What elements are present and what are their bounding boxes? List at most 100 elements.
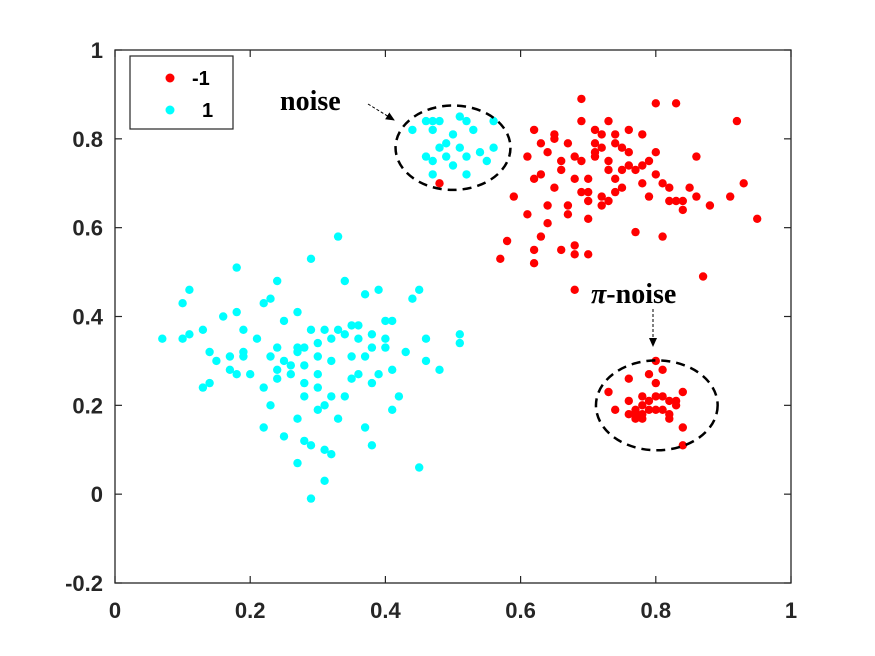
- point-minus-one-31: [577, 116, 586, 126]
- point-one-33: [279, 356, 289, 366]
- point-minus-one-3: [509, 192, 518, 201]
- point-minus-one-2: [502, 236, 512, 246]
- point-one-63: [333, 414, 343, 423]
- point-one-45: [300, 361, 309, 370]
- point-minus-one-114: [678, 441, 687, 450]
- axis-ticks: 0 0.2 0.4 0.6 0.8 1-0.200.20.40.60.81: [65, 38, 797, 623]
- point-minus-one-112: [671, 401, 681, 410]
- point-one-103: [428, 125, 437, 135]
- point-one-29: [273, 374, 282, 383]
- point-one-37: [293, 414, 302, 423]
- point-minus-one-48: [604, 196, 613, 206]
- point-one-77: [367, 343, 377, 352]
- point-one-0: [158, 334, 167, 343]
- point-minus-one-60: [631, 165, 640, 175]
- point-one-59: [327, 450, 336, 459]
- point-minus-one-13: [543, 219, 552, 228]
- pi-noise-label: π-noise: [591, 279, 676, 310]
- x-tick-label-2: 0.4: [370, 598, 401, 623]
- point-minus-one-63: [638, 130, 647, 139]
- point-one-104: [428, 116, 437, 126]
- point-one-49: [306, 441, 316, 450]
- point-one-71: [354, 370, 363, 379]
- point-one-65: [340, 392, 349, 401]
- point-minus-one-101: [644, 370, 654, 379]
- point-minus-one-117: [631, 410, 640, 419]
- point-one-34: [286, 370, 295, 379]
- point-one-68: [347, 321, 356, 330]
- point-minus-one-83: [732, 116, 742, 126]
- y-tick-label-3: 0.4: [72, 305, 103, 330]
- point-minus-one-78: [692, 152, 701, 161]
- point-minus-one-34: [584, 250, 593, 259]
- point-minus-one-67: [651, 99, 660, 108]
- point-one-98: [455, 338, 464, 348]
- point-minus-one-73: [671, 99, 681, 108]
- point-one-7: [205, 378, 214, 388]
- point-one-121: [489, 116, 498, 126]
- legend-marker-minus-one: [165, 73, 175, 83]
- point-minus-one-23: [563, 210, 573, 219]
- point-minus-one-98: [638, 414, 647, 423]
- point-one-70: [347, 352, 356, 361]
- point-minus-one-24: [563, 139, 573, 148]
- point-minus-one-95: [638, 401, 647, 410]
- point-one-55: [320, 445, 329, 454]
- point-one-74: [360, 290, 370, 299]
- point-minus-one-12: [536, 232, 546, 241]
- y-tick-label-0: -0.2: [65, 571, 103, 596]
- point-minus-one-41: [590, 152, 600, 161]
- point-one-90: [401, 347, 410, 357]
- point-one-5: [198, 383, 208, 392]
- point-one-76: [360, 352, 370, 361]
- point-minus-one-20: [557, 156, 566, 166]
- point-minus-one-86: [604, 156, 613, 166]
- point-minus-one-74: [671, 196, 681, 206]
- point-one-6: [198, 325, 208, 334]
- plot-area: [158, 94, 762, 503]
- point-minus-one-30: [577, 94, 586, 104]
- point-one-105: [428, 170, 437, 179]
- point-one-106: [435, 116, 444, 126]
- point-one-82: [374, 285, 383, 294]
- point-one-42: [300, 436, 309, 446]
- noise-circle: [394, 104, 512, 192]
- point-minus-one-5: [523, 152, 532, 161]
- point-minus-one-90: [624, 396, 633, 406]
- noise-arrow: [367, 103, 395, 121]
- point-one-58: [320, 476, 329, 485]
- point-one-53: [313, 383, 322, 392]
- point-minus-one-50: [611, 139, 620, 148]
- point-one-115: [462, 152, 471, 161]
- point-minus-one-61: [638, 179, 647, 188]
- point-minus-one-19: [557, 165, 566, 175]
- point-minus-one-54: [617, 183, 627, 192]
- point-one-83: [381, 316, 390, 326]
- point-one-60: [327, 334, 336, 343]
- point-one-113: [455, 143, 464, 152]
- point-one-20: [252, 334, 262, 343]
- point-one-31: [279, 432, 289, 441]
- point-one-43: [300, 392, 309, 401]
- point-one-100: [408, 125, 417, 135]
- point-one-2: [178, 299, 187, 308]
- point-minus-one-116: [658, 365, 667, 374]
- point-minus-one-79: [692, 192, 701, 201]
- point-minus-one-71: [665, 183, 674, 192]
- point-one-64: [333, 325, 343, 334]
- point-one-81: [374, 370, 383, 379]
- point-one-56: [320, 401, 329, 410]
- noise-label: noise: [280, 86, 341, 117]
- legend-label-minus-one: -1: [192, 68, 210, 90]
- point-one-67: [340, 330, 349, 339]
- point-one-47: [306, 325, 316, 334]
- legend-marker-one: [165, 105, 175, 115]
- point-minus-one-0: [435, 179, 444, 188]
- point-one-110: [448, 130, 458, 139]
- axes-frame: [114, 49, 792, 584]
- point-one-52: [313, 405, 322, 414]
- point-one-10: [219, 312, 228, 321]
- point-one-30: [273, 276, 282, 286]
- point-minus-one-68: [651, 170, 660, 179]
- point-one-87: [388, 365, 397, 374]
